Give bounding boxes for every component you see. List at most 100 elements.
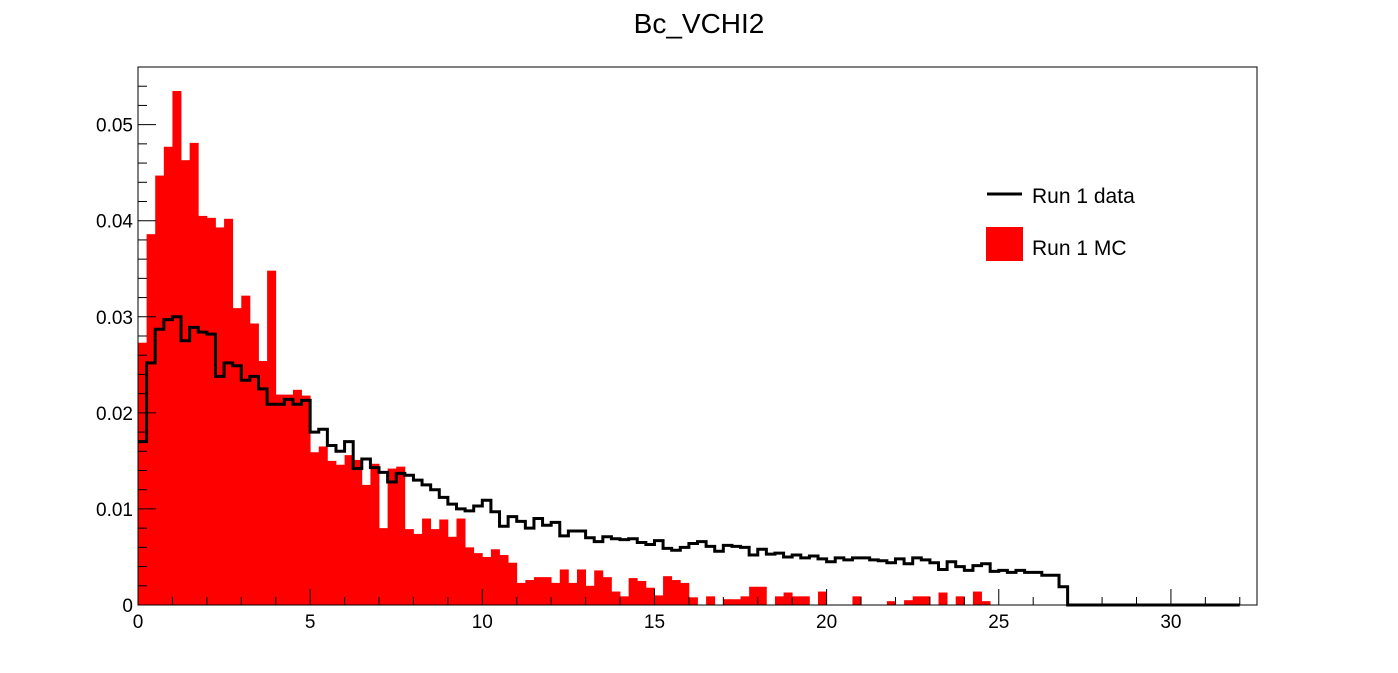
data-step-line bbox=[138, 315, 1240, 607]
mc-bar bbox=[310, 452, 320, 605]
mc-bar bbox=[688, 597, 698, 605]
mc-bar bbox=[774, 596, 784, 605]
mc-bar bbox=[852, 596, 862, 605]
mc-bar bbox=[327, 460, 337, 605]
y-tick-label: 0.03 bbox=[96, 308, 133, 329]
mc-bar bbox=[955, 596, 965, 605]
mc-bar bbox=[568, 582, 578, 605]
mc-bar bbox=[671, 580, 681, 605]
x-tick-label: 5 bbox=[305, 612, 316, 633]
mc-bar bbox=[680, 582, 690, 605]
legend: Run 1 data Run 1 MC bbox=[986, 185, 1135, 261]
legend-label-mc: Run 1 MC bbox=[1032, 237, 1127, 260]
mc-bar bbox=[249, 323, 259, 605]
mc-bar bbox=[379, 528, 389, 605]
mc-bar bbox=[706, 596, 716, 605]
mc-bar bbox=[559, 569, 569, 605]
y-tick-label: 0.04 bbox=[96, 212, 133, 233]
mc-bar bbox=[602, 577, 612, 605]
mc-bar bbox=[189, 142, 199, 605]
x-tick-label: 30 bbox=[1160, 612, 1181, 633]
mc-bar bbox=[335, 464, 345, 605]
mc-bar bbox=[499, 555, 509, 605]
mc-bar bbox=[611, 591, 621, 605]
mc-bar bbox=[663, 576, 673, 605]
mc-bar bbox=[525, 580, 535, 605]
mc-bar bbox=[972, 591, 982, 605]
y-tick-label: 0.05 bbox=[96, 116, 133, 137]
y-tick-label: 0 bbox=[122, 596, 133, 617]
mc-bar bbox=[740, 596, 750, 605]
mc-bar bbox=[981, 601, 991, 605]
mc-bar bbox=[576, 569, 586, 605]
mc-bar bbox=[551, 582, 561, 605]
mc-bar bbox=[482, 556, 492, 605]
mc-bar bbox=[215, 227, 225, 606]
mc-bar bbox=[749, 586, 759, 605]
mc-bar bbox=[723, 599, 733, 605]
mc-bar bbox=[783, 592, 793, 605]
mc-histogram-series bbox=[138, 91, 991, 606]
mc-bar bbox=[292, 389, 302, 605]
mc-bar bbox=[654, 595, 664, 605]
x-tick-label: 25 bbox=[988, 612, 1009, 633]
mc-bar bbox=[163, 146, 173, 605]
x-tick-label: 20 bbox=[816, 612, 837, 633]
mc-bar bbox=[800, 596, 810, 605]
mc-bar bbox=[620, 596, 630, 605]
legend-fill-swatch bbox=[986, 227, 1023, 261]
mc-bar bbox=[628, 578, 638, 605]
mc-bar bbox=[155, 175, 165, 605]
y-tick-label: 0.01 bbox=[96, 500, 133, 521]
mc-bar bbox=[585, 585, 595, 605]
mc-bar bbox=[508, 562, 518, 605]
mc-bar bbox=[396, 466, 406, 605]
mc-bar bbox=[912, 596, 922, 605]
mc-bar bbox=[387, 468, 397, 605]
mc-bar bbox=[921, 596, 931, 605]
mc-bar bbox=[241, 295, 251, 605]
x-tick-label: 10 bbox=[472, 612, 493, 633]
mc-bar bbox=[818, 591, 828, 605]
mc-bar bbox=[886, 601, 896, 605]
mc-bar bbox=[465, 547, 475, 605]
mc-bar bbox=[422, 518, 432, 605]
mc-bar bbox=[370, 463, 380, 605]
mc-bar bbox=[938, 592, 948, 605]
mc-bar bbox=[284, 394, 294, 605]
mc-bar bbox=[267, 270, 277, 605]
mc-bar bbox=[542, 577, 552, 605]
x-tick-label: 0 bbox=[133, 612, 144, 633]
mc-bar bbox=[594, 570, 604, 605]
mc-bar bbox=[275, 394, 285, 605]
mc-bar bbox=[198, 215, 208, 606]
mc-bar bbox=[413, 533, 423, 605]
mc-bar bbox=[224, 218, 234, 606]
mc-bar bbox=[318, 446, 328, 605]
mc-bar bbox=[637, 580, 647, 605]
mc-bar bbox=[447, 536, 457, 605]
mc-bar bbox=[516, 582, 526, 605]
mc-bar bbox=[645, 587, 655, 605]
mc-bar bbox=[792, 596, 802, 605]
mc-bar bbox=[146, 234, 156, 605]
legend-label-data: Run 1 data bbox=[1032, 185, 1135, 208]
mc-bar bbox=[439, 519, 449, 605]
mc-bar bbox=[757, 586, 767, 605]
mc-bar bbox=[353, 459, 363, 605]
x-tick-label: 15 bbox=[644, 612, 665, 633]
mc-bar bbox=[430, 529, 440, 605]
mc-bar bbox=[344, 455, 354, 605]
mc-bar bbox=[361, 484, 371, 605]
mc-bar bbox=[456, 518, 466, 605]
mc-bar bbox=[904, 600, 914, 605]
mc-bar bbox=[172, 91, 182, 605]
mc-bar bbox=[258, 360, 268, 605]
mc-bar bbox=[301, 395, 311, 605]
mc-bar bbox=[206, 217, 216, 605]
chart-title: Bc_VCHI2 bbox=[634, 8, 765, 39]
mc-bar bbox=[731, 599, 741, 605]
axes: 0 5 10 15 20 25 30 0 0.01 0.02 0.03 0.04 0.05 bbox=[96, 85, 1241, 633]
data-histogram-series bbox=[138, 315, 1240, 607]
